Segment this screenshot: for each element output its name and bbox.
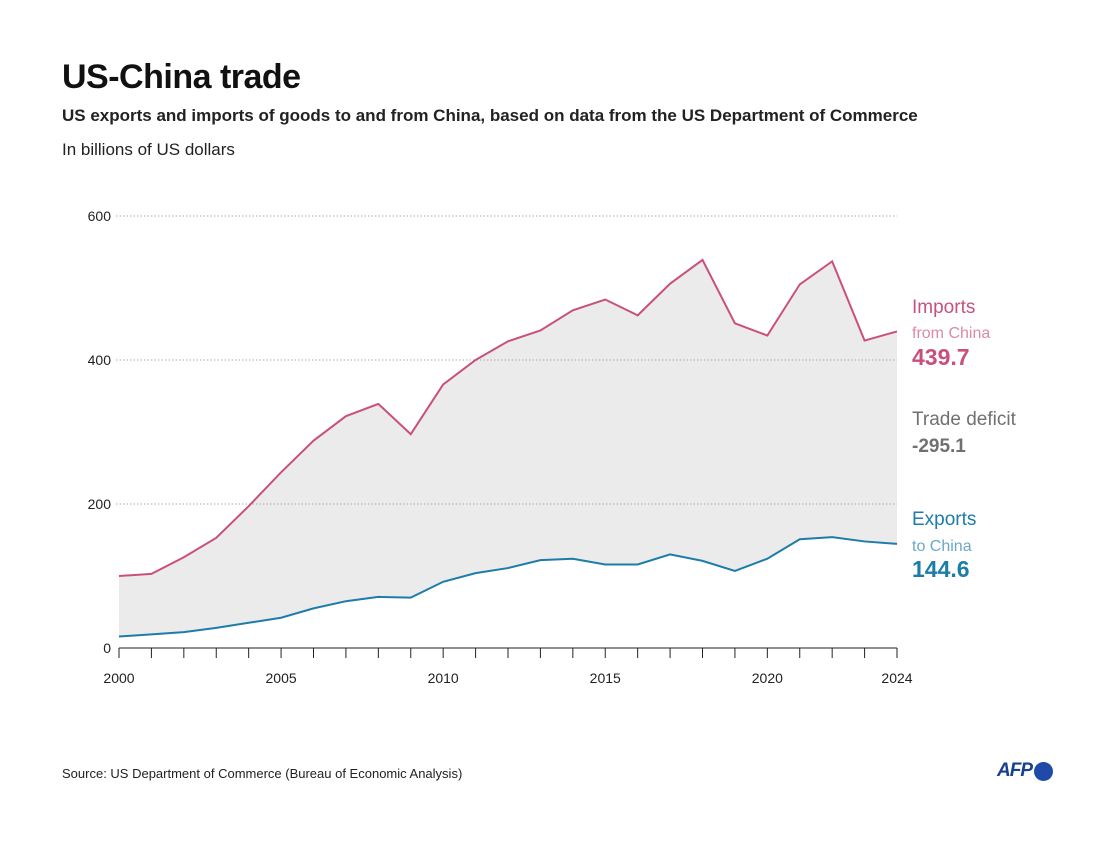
- afp-logo: AFP: [997, 760, 1053, 782]
- deficit-label: Trade deficit: [912, 409, 1017, 430]
- deficit-area: [119, 259, 897, 637]
- x-tick-label: 2005: [266, 670, 297, 686]
- x-tick-label: 2010: [428, 670, 459, 686]
- exports-line: [118, 536, 898, 638]
- chart-title: US-China trade: [62, 58, 301, 96]
- logo-text: AFP: [997, 760, 1033, 781]
- exports-label: Exports: [912, 509, 976, 530]
- x-tick-label: 2020: [752, 670, 783, 686]
- exports-value: 144.6: [912, 556, 970, 582]
- imports-line: [118, 258, 898, 577]
- x-tick-label: 2024: [881, 670, 912, 686]
- logo-dot: [1034, 761, 1053, 781]
- imports-value: 439.7: [912, 344, 970, 370]
- x-tick-label: 2000: [103, 670, 134, 686]
- x-tick-label: 2015: [590, 670, 621, 686]
- deficit-value: -295.1: [912, 436, 966, 457]
- chart-subtitle: US exports and imports of goods to and f…: [62, 106, 918, 125]
- y-tick-label: 200: [88, 496, 112, 512]
- imports-sublabel: from China: [912, 325, 990, 342]
- unit-label: In billions of US dollars: [62, 140, 235, 159]
- imports-label: Imports: [912, 297, 975, 318]
- y-tick-label: 600: [88, 208, 112, 224]
- exports-sublabel: to China: [912, 538, 972, 555]
- y-tick-label: 0: [103, 640, 111, 656]
- source-note: Source: US Department of Commerce (Burea…: [62, 766, 463, 781]
- y-tick-label: 400: [88, 352, 112, 368]
